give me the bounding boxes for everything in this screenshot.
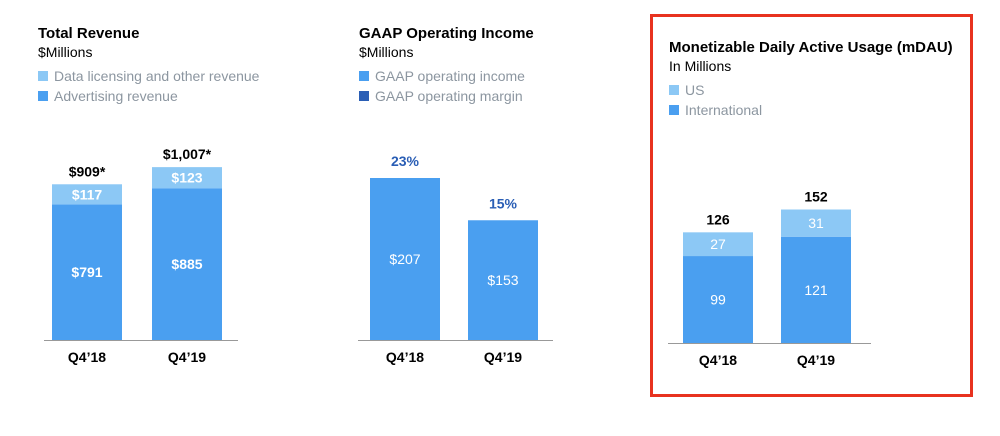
bar-us (683, 232, 753, 257)
bar-value-label: $207 (389, 251, 420, 267)
bar-value-label: $153 (487, 272, 518, 288)
gaap-operating-income-panel: GAAP Operating Income $Millions GAAP ope… (343, 0, 643, 436)
legend-swatch (359, 71, 369, 81)
mdau-chart: 99 27 126 Q4’18 121 31 152 Q4’19 (668, 188, 871, 368)
x-tick-label: Q4’18 (386, 349, 424, 365)
bar-value-label: 27 (710, 236, 726, 252)
bar-value-label: 121 (804, 282, 828, 298)
mdau-panel-highlighted: Monetizable Daily Active Usage (mDAU) In… (650, 14, 973, 397)
legend-swatch (669, 105, 679, 115)
bar-advertising-revenue (152, 188, 222, 340)
bar-data-licensing-and-other-revenue (152, 167, 222, 189)
legend-item-international: International (669, 100, 762, 120)
total-revenue-chart: $791 $117 $909* Q4’18 $885 $123 $1,007* Q4’19 (44, 146, 238, 365)
legend-item-gaap-income: GAAP operating income (359, 66, 525, 86)
legend-label: GAAP operating income (375, 68, 525, 84)
gaap-operating-income-chart: $207 23% Q4’18 $153 15% Q4’19 (358, 153, 553, 365)
chart-legend: Data licensing and other revenue Adverti… (38, 66, 259, 106)
legend-item-us: US (669, 80, 762, 100)
x-tick-label: Q4’19 (797, 352, 835, 368)
bar-value-label: $117 (72, 186, 103, 202)
chart-title: Total Revenue (38, 25, 140, 42)
x-tick-label: Q4’18 (68, 349, 106, 365)
legend-swatch (38, 91, 48, 101)
x-tick-label: Q4’18 (699, 352, 737, 368)
bar-value-label: $123 (171, 170, 202, 186)
bar-data-licensing-and-other-revenue (52, 184, 122, 205)
chart-subtitle: $Millions (359, 44, 414, 60)
chart-legend: GAAP operating income GAAP operating mar… (359, 66, 525, 106)
chart-title: GAAP Operating Income (359, 25, 534, 42)
legend-label: Data licensing and other revenue (54, 68, 260, 84)
legend-label: International (685, 102, 763, 118)
bar-international (781, 236, 851, 343)
chart-legend: US International (669, 80, 762, 120)
margin-label: 23% (391, 153, 420, 169)
bar-total-label: $1,007* (163, 146, 212, 162)
bar-total-label: 152 (804, 188, 828, 204)
bar-us (781, 209, 851, 237)
bar-total-label: $909* (69, 163, 106, 179)
legend-swatch (669, 85, 679, 95)
x-tick-label: Q4’19 (484, 349, 522, 365)
legend-label: Advertising revenue (54, 88, 178, 104)
legend-item-data-licensing: Data licensing and other revenue (38, 66, 259, 86)
legend-item-advertising: Advertising revenue (38, 86, 259, 106)
bar-value-label: 99 (710, 292, 726, 308)
bar-value-label: 31 (808, 215, 824, 231)
legend-swatch (359, 91, 369, 101)
bar-gaap-operating-income (370, 178, 440, 340)
total-revenue-panel: Total Revenue $Millions Data licensing a… (22, 0, 322, 436)
bar-total-label: 126 (706, 211, 730, 227)
legend-label: US (685, 82, 705, 98)
legend-item-gaap-margin: GAAP operating margin (359, 86, 525, 106)
legend-label: GAAP operating margin (375, 88, 523, 104)
chart-title: Monetizable Daily Active Usage (mDAU) (669, 39, 953, 56)
legend-swatch (38, 71, 48, 81)
chart-subtitle: In Millions (669, 58, 732, 74)
bar-advertising-revenue (52, 204, 122, 340)
bar-value-label: $791 (71, 264, 102, 280)
bar-value-label: $885 (171, 256, 202, 272)
chart-subtitle: $Millions (38, 44, 93, 60)
bar-gaap-operating-income (468, 220, 538, 340)
x-tick-label: Q4’19 (168, 349, 206, 365)
margin-label: 15% (489, 195, 518, 211)
bar-international (683, 256, 753, 343)
